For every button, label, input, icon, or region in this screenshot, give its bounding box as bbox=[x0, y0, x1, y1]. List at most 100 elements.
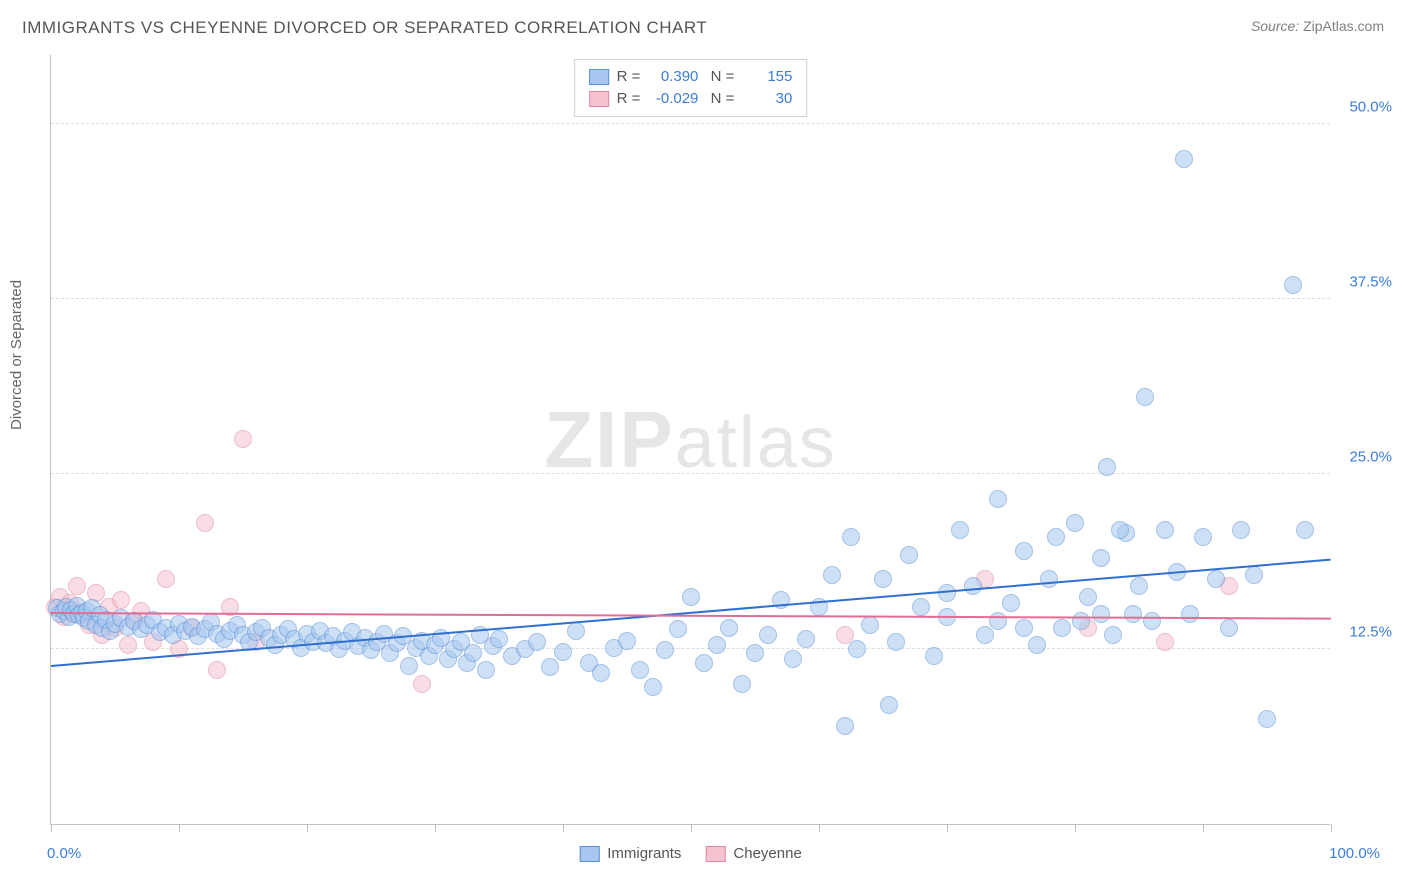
data-point-immigrants bbox=[464, 644, 482, 662]
data-point-immigrants bbox=[1015, 619, 1033, 637]
data-point-immigrants bbox=[554, 643, 572, 661]
data-point-cheyenne bbox=[413, 675, 431, 693]
data-point-immigrants bbox=[1181, 605, 1199, 623]
data-point-cheyenne bbox=[68, 577, 86, 595]
data-point-immigrants bbox=[1066, 514, 1084, 532]
data-point-immigrants bbox=[1040, 570, 1058, 588]
data-point-immigrants bbox=[874, 570, 892, 588]
data-point-immigrants bbox=[1053, 619, 1071, 637]
scatter-plot-area: ZIPatlas R = 0.390 N = 155 R = -0.029 N … bbox=[50, 55, 1330, 825]
series-label-cheyenne: Cheyenne bbox=[733, 845, 801, 862]
data-point-immigrants bbox=[836, 717, 854, 735]
data-point-immigrants bbox=[1232, 521, 1250, 539]
data-point-cheyenne bbox=[157, 570, 175, 588]
r-value-cheyenne: -0.029 bbox=[648, 88, 698, 110]
data-point-immigrants bbox=[567, 622, 585, 640]
data-point-immigrants bbox=[989, 612, 1007, 630]
swatch-immigrants-bottom bbox=[579, 846, 599, 862]
correlation-legend: R = 0.390 N = 155 R = -0.029 N = 30 bbox=[574, 59, 808, 117]
data-point-immigrants bbox=[1143, 612, 1161, 630]
data-point-immigrants bbox=[400, 657, 418, 675]
data-point-immigrants bbox=[1111, 521, 1129, 539]
data-point-immigrants bbox=[1104, 626, 1122, 644]
y-tick-label: 12.5% bbox=[1337, 624, 1392, 641]
data-point-cheyenne bbox=[234, 430, 252, 448]
data-point-immigrants bbox=[490, 630, 508, 648]
data-point-immigrants bbox=[1092, 605, 1110, 623]
data-point-immigrants bbox=[1296, 521, 1314, 539]
data-point-immigrants bbox=[644, 678, 662, 696]
data-point-immigrants bbox=[541, 658, 559, 676]
source-label: Source: bbox=[1251, 18, 1299, 34]
data-point-immigrants bbox=[848, 640, 866, 658]
data-point-immigrants bbox=[1098, 458, 1116, 476]
swatch-cheyenne bbox=[589, 91, 609, 107]
y-tick-label: 25.0% bbox=[1337, 449, 1392, 466]
data-point-immigrants bbox=[823, 566, 841, 584]
gridline bbox=[51, 298, 1330, 299]
data-point-immigrants bbox=[1220, 619, 1238, 637]
data-point-immigrants bbox=[592, 664, 610, 682]
x-tick bbox=[1331, 824, 1332, 832]
data-point-cheyenne bbox=[1156, 633, 1174, 651]
x-tick bbox=[1203, 824, 1204, 832]
data-point-immigrants bbox=[708, 636, 726, 654]
data-point-cheyenne bbox=[112, 591, 130, 609]
data-point-immigrants bbox=[1130, 577, 1148, 595]
n-value-immigrants: 155 bbox=[742, 66, 792, 88]
data-point-immigrants bbox=[1079, 588, 1097, 606]
x-tick bbox=[947, 824, 948, 832]
watermark-light: atlas bbox=[675, 403, 837, 483]
data-point-immigrants bbox=[746, 644, 764, 662]
legend-row-immigrants: R = 0.390 N = 155 bbox=[589, 66, 793, 88]
data-point-immigrants bbox=[1072, 612, 1090, 630]
data-point-immigrants bbox=[1284, 276, 1302, 294]
data-point-immigrants bbox=[1194, 528, 1212, 546]
data-point-immigrants bbox=[989, 490, 1007, 508]
source-attribution: Source: ZipAtlas.com bbox=[1251, 18, 1384, 34]
data-point-immigrants bbox=[1028, 636, 1046, 654]
data-point-immigrants bbox=[1124, 605, 1142, 623]
data-point-immigrants bbox=[951, 521, 969, 539]
data-point-immigrants bbox=[1002, 594, 1020, 612]
y-axis-label: Divorced or Separated bbox=[8, 280, 25, 430]
data-point-immigrants bbox=[1136, 388, 1154, 406]
data-point-cheyenne bbox=[196, 514, 214, 532]
data-point-immigrants bbox=[695, 654, 713, 672]
data-point-immigrants bbox=[682, 588, 700, 606]
x-tick bbox=[691, 824, 692, 832]
legend-item-immigrants: Immigrants bbox=[579, 845, 681, 862]
data-point-immigrants bbox=[925, 647, 943, 665]
swatch-cheyenne-bottom bbox=[705, 846, 725, 862]
data-point-immigrants bbox=[1258, 710, 1276, 728]
data-point-immigrants bbox=[1092, 549, 1110, 567]
data-point-immigrants bbox=[656, 641, 674, 659]
data-point-immigrants bbox=[861, 616, 879, 634]
swatch-immigrants bbox=[589, 69, 609, 85]
n-value-cheyenne: 30 bbox=[742, 88, 792, 110]
x-axis-start-label: 0.0% bbox=[47, 845, 81, 862]
watermark-bold: ZIP bbox=[544, 395, 674, 484]
x-tick bbox=[307, 824, 308, 832]
data-point-immigrants bbox=[900, 546, 918, 564]
x-tick bbox=[179, 824, 180, 832]
x-tick bbox=[51, 824, 52, 832]
x-tick bbox=[563, 824, 564, 832]
source-value: ZipAtlas.com bbox=[1303, 18, 1384, 34]
data-point-immigrants bbox=[631, 661, 649, 679]
data-point-immigrants bbox=[759, 626, 777, 644]
x-tick bbox=[1075, 824, 1076, 832]
series-label-immigrants: Immigrants bbox=[607, 845, 681, 862]
data-point-immigrants bbox=[477, 661, 495, 679]
gridline bbox=[51, 123, 1330, 124]
data-point-immigrants bbox=[880, 696, 898, 714]
series-legend: Immigrants Cheyenne bbox=[579, 845, 802, 862]
legend-row-cheyenne: R = -0.029 N = 30 bbox=[589, 88, 793, 110]
data-point-cheyenne bbox=[119, 636, 137, 654]
data-point-immigrants bbox=[964, 577, 982, 595]
x-tick bbox=[435, 824, 436, 832]
x-axis-end-label: 100.0% bbox=[1329, 845, 1380, 862]
chart-title: IMMIGRANTS VS CHEYENNE DIVORCED OR SEPAR… bbox=[22, 18, 707, 38]
data-point-immigrants bbox=[842, 528, 860, 546]
data-point-immigrants bbox=[528, 633, 546, 651]
